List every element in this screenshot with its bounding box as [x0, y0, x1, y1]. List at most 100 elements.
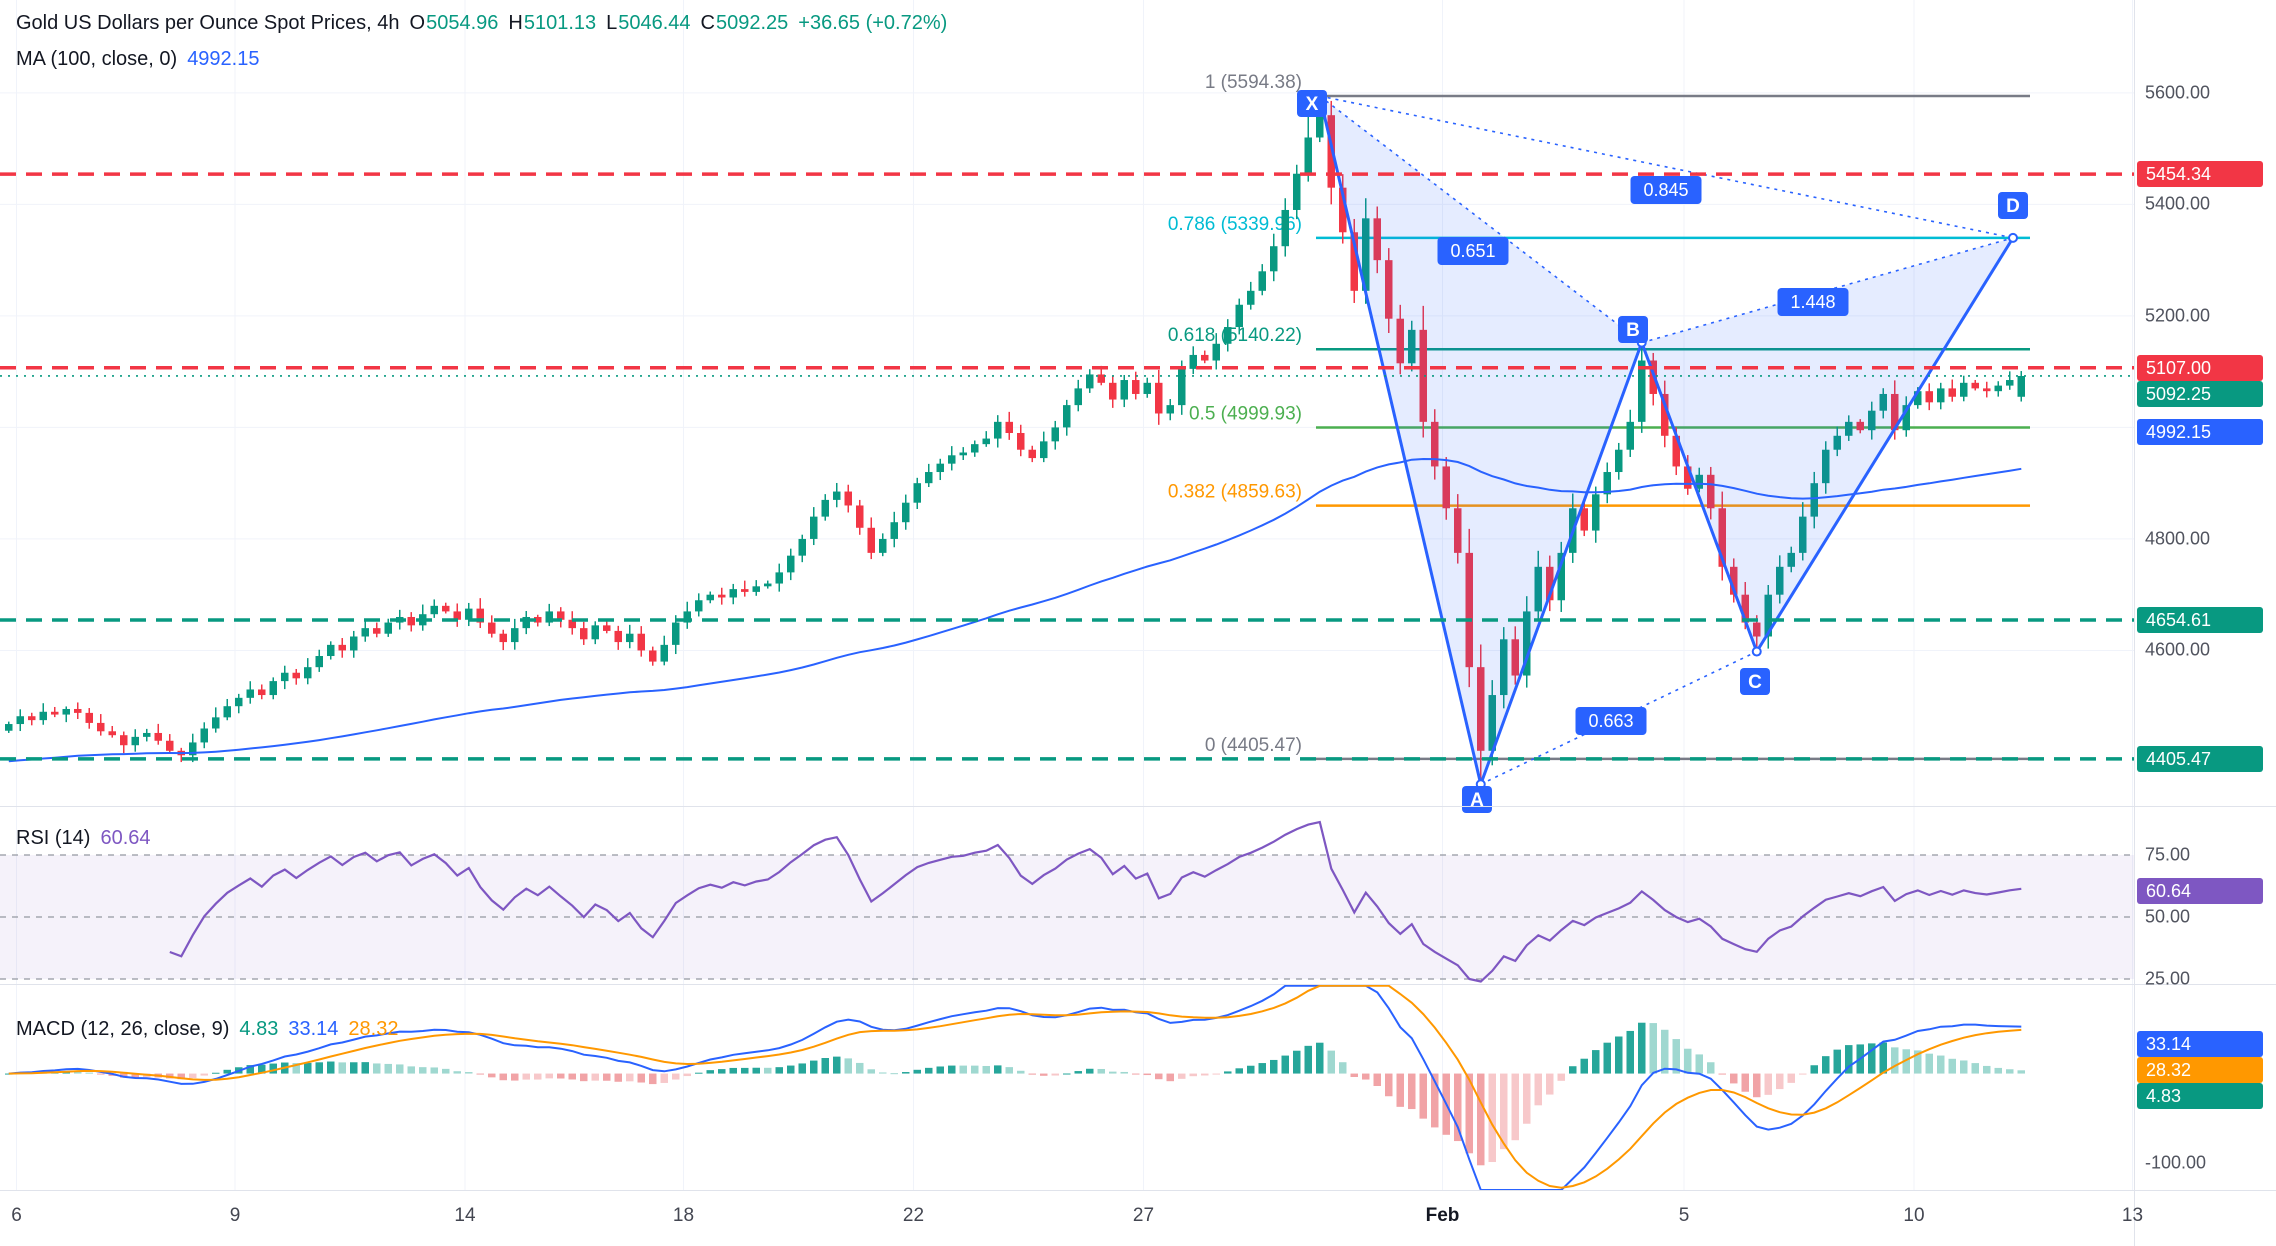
pattern-point-label[interactable]: A [1462, 786, 1492, 813]
candle-body [1925, 391, 1933, 403]
macd-histogram-bar [1810, 1065, 1818, 1074]
candle-body [39, 711, 47, 721]
candle-body [1511, 639, 1519, 676]
candle-body [1948, 388, 1956, 397]
pattern-ratio-label[interactable]: 0.845 [1630, 176, 1702, 204]
macd-histogram-bar [1155, 1073, 1163, 1080]
macd-histogram-bar [1546, 1073, 1554, 1095]
symbol-title[interactable]: Gold US Dollars per Ounce Spot Prices, 4… [16, 12, 400, 34]
ma-legend[interactable]: MA (100, close, 0) 4992.15 [16, 48, 259, 71]
macd-histogram-bar [476, 1073, 484, 1075]
rsi-legend[interactable]: RSI (14) 60.64 [16, 827, 151, 850]
candle-body [200, 728, 208, 743]
time-axis-label: 5 [1678, 1205, 1690, 1226]
candle-body [1189, 354, 1197, 369]
pattern-point-label[interactable]: B [1618, 316, 1648, 343]
pattern-dotted-line [1319, 95, 1643, 344]
pattern-line[interactable] [1479, 342, 1644, 785]
price-axis-label: 5600.00 [2145, 82, 2211, 103]
candle-body [304, 667, 312, 679]
macd-signal-value: 28.32 [348, 1018, 399, 1040]
macd-histogram-bar [1304, 1045, 1312, 1074]
macd-histogram-bar [120, 1073, 128, 1078]
candle-body [1224, 327, 1232, 344]
pattern-ratio-label[interactable]: 0.651 [1437, 237, 1509, 265]
macd-histogram-bar [971, 1065, 979, 1074]
macd-histogram-bar [718, 1069, 726, 1074]
macd-histogram-bar [534, 1073, 542, 1080]
macd-histogram-bar [1833, 1049, 1841, 1074]
candle-body [729, 589, 737, 598]
time-axis-label: 13 [2121, 1205, 2144, 1226]
macd-histogram-bar [1523, 1073, 1531, 1124]
macd-histogram-bar [683, 1073, 691, 1077]
macd-histogram-bar [1718, 1073, 1726, 1075]
pattern-point[interactable] [1751, 646, 1762, 657]
macd-histogram-bar [2017, 1070, 2025, 1074]
candle-body [465, 608, 473, 620]
macd-label: MACD (12, 26, close, 9) [16, 1018, 230, 1040]
macd-histogram-bar [1707, 1062, 1715, 1074]
candle-body [1534, 566, 1542, 612]
candle-body [568, 619, 576, 629]
candle-body [718, 594, 726, 598]
pattern-line[interactable] [1755, 237, 2015, 653]
macd-histogram-bar [1488, 1073, 1496, 1163]
candle-body [1661, 393, 1669, 436]
candle-body [626, 633, 634, 643]
rsi-value: 60.64 [100, 827, 151, 849]
macd-histogram-bar [775, 1067, 783, 1074]
pattern-point-label-box [1297, 90, 1327, 117]
candle-body [557, 611, 565, 620]
macd-histogram-bar [1178, 1073, 1186, 1079]
macd-histogram-bar [131, 1073, 139, 1078]
macd-histogram-bar [1948, 1058, 1956, 1074]
macd-legend[interactable]: MACD (12, 26, close, 9) 4.83 33.14 28.32 [16, 1018, 398, 1041]
macd-histogram-bar [890, 1073, 898, 1075]
candle-body [1063, 405, 1071, 428]
candle-body [1028, 449, 1036, 459]
candle-body [1707, 474, 1715, 509]
candle-body [223, 706, 231, 718]
pattern-point-label[interactable]: X [1297, 90, 1327, 117]
candle-body [1040, 441, 1048, 459]
pattern-ratio-label[interactable]: 1.448 [1777, 288, 1849, 316]
macd-histogram-bar [1822, 1056, 1830, 1074]
macd-histogram-bar [1661, 1029, 1669, 1074]
ohlc-close: C 5092.25 [700, 12, 789, 34]
candle-body [591, 625, 599, 640]
candle-body [1143, 382, 1151, 394]
candle-body [1097, 374, 1105, 383]
price-badge: 5454.34 [2137, 161, 2263, 188]
pattern-point[interactable] [2008, 232, 2018, 243]
price-axis-label: 5400.00 [2145, 193, 2211, 214]
candle-body [373, 628, 381, 634]
pattern-line[interactable] [1318, 95, 1483, 785]
candle-body [1730, 566, 1738, 595]
pattern-point-label[interactable]: C [1740, 668, 1770, 695]
macd-histogram-bar [1028, 1073, 1036, 1075]
macd-histogram-bar [1925, 1053, 1933, 1074]
macd-histogram-bar [1040, 1073, 1048, 1076]
pattern-ratio-label-text: 1.448 [1790, 292, 1835, 312]
pattern-line[interactable] [1640, 342, 1759, 653]
candle-body [787, 555, 795, 573]
macd-histogram-bar [856, 1062, 864, 1074]
candle-body [62, 708, 70, 715]
symbol-legend[interactable]: Gold US Dollars per Ounce Spot Prices, 4… [16, 12, 947, 35]
macd-histogram-bar [85, 1072, 93, 1074]
fib-level-label: 1 (5594.38) [1205, 72, 1302, 93]
macd-histogram-bar [258, 1064, 266, 1074]
price-axis[interactable]: 5600.00 5400.00 5200.00 4800.00 4600.00 75.00… [2134, 0, 2276, 1246]
time-axis[interactable]: 6 9 14 18 22 27 Feb 5 10 13 [0, 1190, 2143, 1246]
macd-histogram-bar [1580, 1058, 1588, 1074]
macd-histogram-bar [913, 1069, 921, 1074]
macd-histogram-bar [292, 1063, 300, 1074]
macd-histogram-bar [1258, 1063, 1266, 1074]
pattern-point-label[interactable]: D [1998, 192, 2028, 219]
candle-body [1362, 218, 1370, 291]
pattern-layer[interactable]: X A B C D 0.845 0.651 1.448 0.663 [1297, 90, 2028, 813]
macd-histogram-bar [1109, 1071, 1117, 1074]
pattern-ratio-label[interactable]: 0.663 [1575, 707, 1647, 735]
